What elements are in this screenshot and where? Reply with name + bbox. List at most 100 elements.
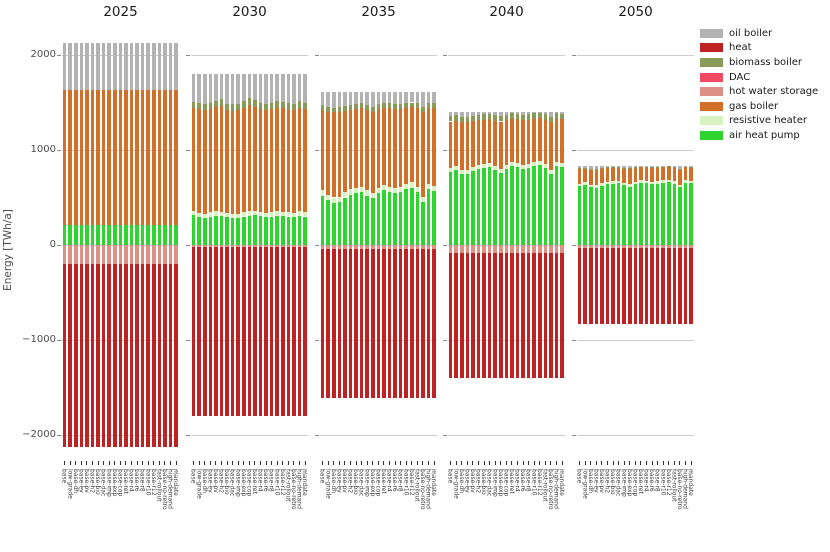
x-tick-mark — [662, 461, 664, 465]
bar-2025-oil_boiler — [79, 42, 84, 91]
legend-row-dac: DAC — [700, 70, 828, 85]
x-label-base-ev: base-ev — [463, 469, 471, 493]
bar-2035-resistive_heater — [404, 184, 408, 190]
bar-2050-hot_water_storage — [628, 245, 632, 248]
x-label-low-grade: low-grade — [581, 469, 589, 499]
x-tick-mark — [450, 461, 452, 465]
bar-2035-hot_water_storage — [398, 245, 403, 249]
bar-2040-biomass_boiler — [554, 113, 559, 119]
bar-2035-hot_water_storage — [320, 245, 325, 249]
bar-2035-air_heat_pump — [432, 190, 436, 245]
bar-2050-resistive_heater — [661, 180, 665, 183]
x-label-fast-rollout: fast-rollout — [413, 469, 421, 502]
bar-2040-resistive_heater — [448, 168, 453, 172]
y-tick-mark — [572, 340, 576, 341]
x-label-base-dh: base-dh — [200, 469, 208, 494]
x-label-base-r8: base-r8 — [267, 469, 275, 492]
bar-2035-resistive_heater — [393, 188, 397, 194]
bar-2040-gas_boiler — [454, 120, 458, 167]
x-tick-mark — [612, 461, 614, 465]
x-label-base-dh: base-dh — [329, 469, 337, 494]
y-tick--2000: −2000 — [22, 429, 56, 440]
air-heat-pump-swatch — [700, 130, 723, 140]
x-tick-mark — [511, 461, 513, 465]
bar-2050-heat — [622, 247, 626, 324]
x-tick-mark — [259, 461, 261, 465]
bar-2030-biomass_boiler — [275, 101, 279, 108]
bar-2040-biomass_boiler — [482, 114, 486, 120]
x-label-base-bio: base-bio — [223, 469, 231, 495]
bar-2025-gas_boiler — [135, 90, 139, 226]
bar-2050-air_heat_pump — [628, 186, 632, 245]
bar-2035-biomass_boiler — [410, 102, 414, 108]
bar-2040-heat — [554, 252, 559, 378]
bar-2030-hot_water_storage — [225, 245, 229, 248]
bar-2040-oil_boiler — [460, 112, 464, 117]
bar-2040-gas_boiler — [549, 121, 553, 170]
x-label-base-r10: base-r10 — [144, 469, 152, 496]
x-label-base-cop: base-cop — [502, 469, 510, 497]
bar-2025-heat — [101, 264, 106, 448]
bar-2030-gas_boiler — [292, 110, 296, 213]
bar-2040-hot_water_storage — [549, 245, 553, 253]
bar-2040-hot_water_storage — [465, 245, 470, 253]
bar-2040-heat — [549, 252, 553, 378]
bar-2035-resistive_heater — [326, 195, 330, 201]
bar-2050-gas_boiler — [672, 167, 677, 182]
bar-2050-air_heat_pump — [616, 183, 621, 245]
bar-2040-oil_boiler — [510, 112, 514, 114]
bar-2030-oil_boiler — [197, 74, 201, 103]
bar-2030-air_heat_pump — [269, 216, 274, 245]
legend-row-air-heat-pump: air heat pump — [700, 128, 828, 143]
bar-2040-biomass_boiler — [476, 114, 481, 121]
bar-2050-air_heat_pump — [683, 182, 688, 245]
bar-2035-air_heat_pump — [415, 191, 420, 245]
bar-2040-biomass_boiler — [493, 115, 497, 121]
y-tick-mark — [57, 150, 61, 151]
x-tick-mark — [651, 461, 653, 465]
bar-2050-heat — [600, 247, 604, 324]
x-tick-mark — [634, 461, 636, 465]
bar-2040-resistive_heater — [532, 162, 536, 167]
bar-2030-gas_boiler — [247, 105, 252, 212]
bar-2035-gas_boiler — [404, 107, 408, 185]
x-tick-mark — [361, 461, 363, 465]
x-label-base-pv: base-pv — [211, 469, 219, 493]
facet-panel-2040: base low-grade base-dh base-ev base-pv base-h… — [443, 0, 565, 552]
x-tick-mark — [271, 461, 273, 465]
x-label-mandate: mandate — [687, 469, 695, 496]
bar-2035-heat — [365, 248, 369, 398]
bar-2050-biomass_boiler — [644, 166, 649, 168]
x-tick-mark — [248, 461, 250, 465]
legend: oil boiler heat biomass boiler DAC hot water… — [700, 26, 828, 143]
bar-2030-heat — [275, 247, 279, 416]
bar-2035-resistive_heater — [348, 189, 353, 195]
x-tick-mark — [400, 461, 402, 465]
bar-2040-gas_boiler — [521, 120, 525, 166]
bar-2035-heat — [371, 248, 375, 398]
bar-2040-air_heat_pump — [471, 170, 475, 245]
bar-2035-gas_boiler — [337, 112, 342, 197]
y-tick-mark — [57, 245, 61, 246]
x-label-base-imp: base-imp — [620, 469, 628, 497]
bar-2030-hot_water_storage — [303, 245, 307, 248]
bar-2030-oil_boiler — [264, 74, 268, 105]
x-tick-mark — [427, 461, 429, 465]
bar-2035-hot_water_storage — [359, 245, 364, 249]
facet-panel-2035: base low-grade base-dh base-ev base-pv base-h… — [315, 0, 437, 552]
x-tick-mark — [618, 461, 620, 465]
bar-2040-heat — [460, 252, 464, 378]
bar-2035-air_heat_pump — [365, 195, 369, 245]
x-label-base-r12: base-r12 — [278, 469, 286, 496]
bar-2035-gas_boiler — [432, 108, 436, 186]
bar-2030-air_heat_pump — [208, 216, 213, 245]
bar-2040-gas_boiler — [465, 122, 470, 171]
bar-2050-gas_boiler — [577, 169, 582, 184]
legend-row-hot-water-storage: hot water storage — [700, 84, 828, 99]
bar-2035-oil_boiler — [382, 92, 386, 103]
bar-2035-biomass_boiler — [432, 103, 436, 109]
bar-2035-hot_water_storage — [421, 245, 425, 249]
bar-2040-air_heat_pump — [499, 172, 503, 245]
bar-2040-hot_water_storage — [476, 245, 481, 253]
y-tick-mark — [315, 340, 319, 341]
